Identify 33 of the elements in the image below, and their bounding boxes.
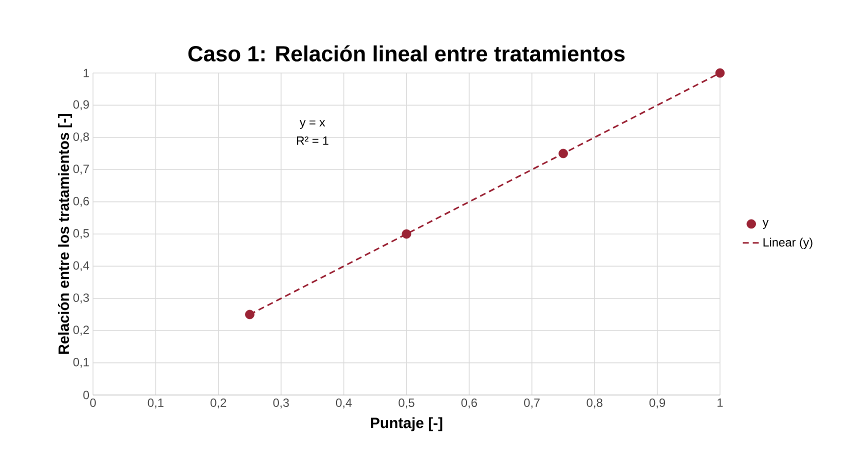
annotation: y = x [300,120,326,129]
chart-title: Caso 1: Relación lineal entre tratamientos [188,45,625,62]
x-tick-label: 0,5 [398,398,414,408]
point [558,148,568,158]
y-tick-label: 0,5 [73,229,89,239]
y-axis-title: Relación entre los tratamientos [-] [58,114,72,354]
y-tick-label: 0,8 [73,132,89,142]
x-tick-label: 0,2 [210,398,226,408]
x-tick-label: 0,6 [461,398,477,408]
x-tick-label: 0,1 [148,398,164,408]
y-tick-label: 0,9 [73,100,89,110]
y-tick-label: 0,7 [73,164,89,175]
x-tick-label: 0,4 [336,398,352,408]
y-tick-label: 0 [83,390,90,400]
x-tick-label: 1 [718,398,723,407]
y-tick-label: 0,1 [73,358,89,368]
y-tick-label: 1 [84,68,89,78]
y-tick-label: 0,4 [73,261,90,272]
legend-label: Linear (y) [764,238,812,249]
legend-label: y [762,220,769,229]
annotation: R² = 1 [296,136,328,145]
y-tick-label: 0,3 [73,293,89,304]
x-tick-label: 0,9 [649,398,666,408]
x-axis-title: Puntaje [-] [370,417,442,432]
x-tick-label: 0,8 [586,398,602,408]
x-tick-label: 0 [90,398,96,407]
x-tick-label: 0,3 [273,398,289,408]
y-tick-label: 0,6 [73,196,89,207]
y-tick-label: 0,2 [73,326,89,336]
point [715,68,725,78]
x-tick-label: 0,7 [524,398,540,408]
point [245,310,254,320]
point [402,229,412,239]
